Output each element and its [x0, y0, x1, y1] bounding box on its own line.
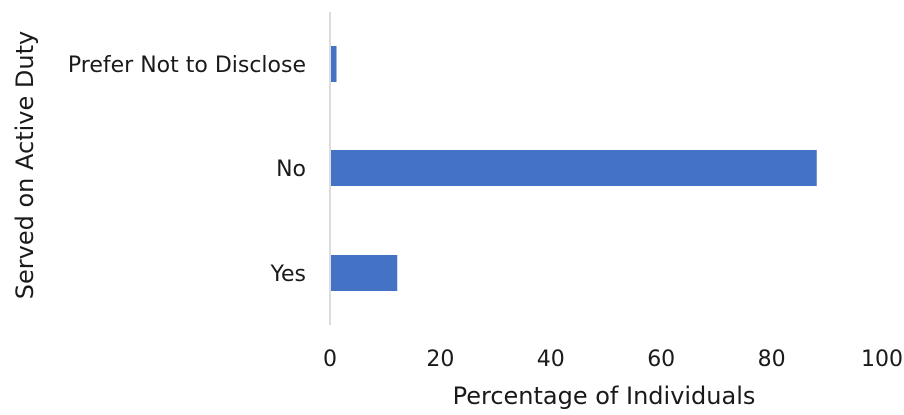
category-label-prefer-not-to-disclose: Prefer Not to Disclose — [68, 53, 306, 78]
x-tick-label-100: 100 — [861, 347, 903, 372]
x-tick-label-40: 40 — [537, 347, 565, 372]
bar-no — [331, 150, 817, 186]
x-axis-title: Percentage of Individuals — [453, 382, 756, 410]
x-tick-label-80: 80 — [758, 347, 786, 372]
bar-prefer-not-to-disclose — [331, 46, 337, 82]
x-tick-labels: 0 20 40 60 80 100 — [323, 347, 903, 372]
category-label-yes: Yes — [269, 262, 306, 287]
bars-layer — [331, 46, 817, 291]
x-tick-label-0: 0 — [323, 347, 337, 372]
y-axis-title: Served on Active Duty — [11, 31, 39, 299]
x-tick-label-20: 20 — [426, 347, 454, 372]
category-label-no: No — [276, 157, 306, 182]
bar-yes — [331, 255, 398, 291]
category-labels: Yes No Prefer Not to Disclose — [68, 53, 306, 287]
x-tick-label-60: 60 — [647, 347, 675, 372]
